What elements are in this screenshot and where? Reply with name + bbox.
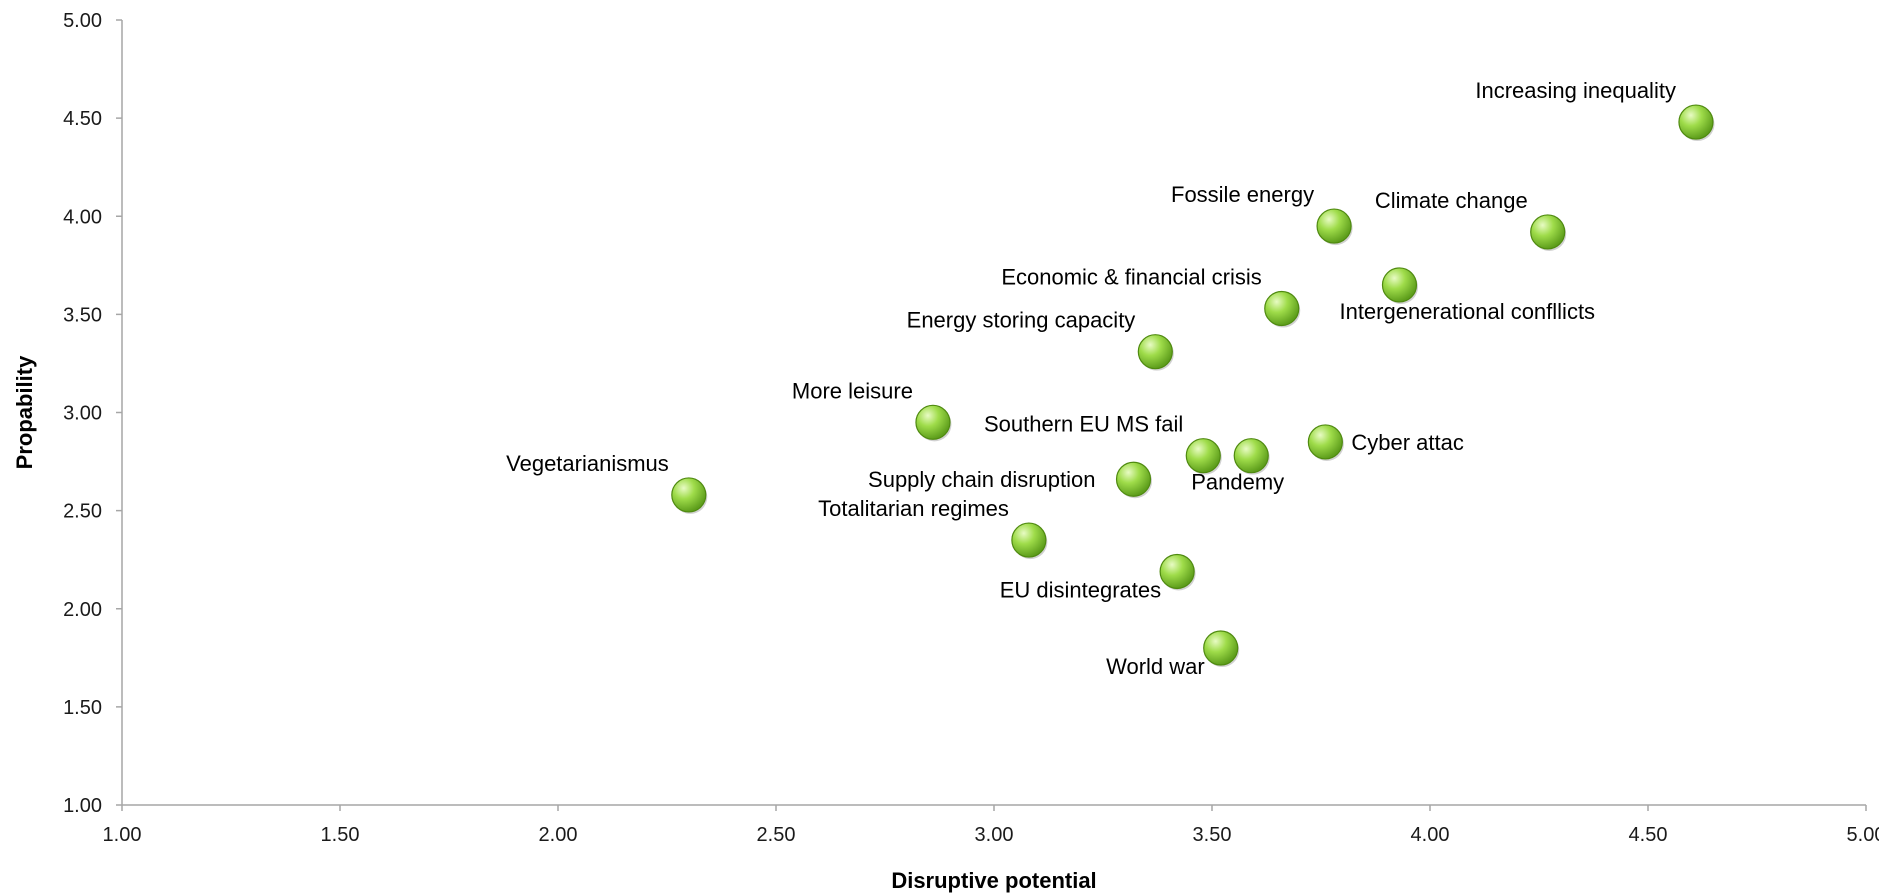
data-points [671,104,1715,667]
y-tick-label: 1.50 [63,697,102,719]
data-point [1011,522,1047,558]
data-label: World war [1106,654,1205,679]
x-tick-label: 1.50 [321,824,360,846]
data-point [1381,267,1418,303]
data-point [1159,553,1195,590]
y-tick-label: 4.00 [63,206,102,228]
x-tick-label: 3.50 [1193,824,1232,846]
y-tick-label: 2.50 [63,501,102,523]
y-tick-label: 1.00 [63,795,102,817]
x-tick-label: 5.00 [1847,824,1879,846]
data-point [915,404,951,440]
data-label: Totalitarian regimes [818,496,1009,521]
data-label: Southern EU MS fail [984,412,1183,437]
data-label: Climate change [1375,188,1528,213]
y-tick-label: 4.50 [63,108,102,130]
x-tick-label: 2.00 [539,824,578,846]
data-point [1264,290,1300,327]
data-label: Economic & financial crisis [1001,264,1261,289]
y-tick-label: 2.00 [63,599,102,621]
x-tick-label: 3.00 [975,824,1014,846]
data-labels: Increasing inequality Climate change Fossi… [506,78,1676,679]
y-tick-label: 5.00 [63,10,102,32]
x-axis-ticks: 1.00 1.50 2.00 2.50 3.00 3.50 4.00 4.50 5.00 [103,805,1879,846]
data-label: Increasing inequality [1475,78,1676,103]
data-point [1203,630,1239,666]
data-point [1233,438,1269,474]
data-point [1316,208,1352,244]
data-point [1530,214,1566,250]
data-label: Vegetarianismus [506,451,669,476]
data-label: EU disintegrates [1000,577,1161,602]
y-axis-title: Propability [12,355,37,469]
data-label: Intergenerational confllicts [1339,299,1595,324]
data-point [671,477,707,513]
data-label: Energy storing capacity [907,308,1136,333]
data-point [1185,438,1221,474]
y-tick-label: 3.00 [63,403,102,425]
data-point [1137,334,1173,370]
data-point [1307,424,1343,460]
x-tick-label: 4.50 [1629,824,1668,846]
x-tick-label: 2.50 [757,824,796,846]
data-point [1678,104,1714,140]
x-tick-label: 1.00 [103,824,142,846]
data-point [1115,461,1152,497]
data-label: More leisure [792,378,913,403]
data-label: Supply chain disruption [868,467,1095,492]
data-label: Pandemy [1191,470,1284,495]
data-label: Fossile energy [1171,182,1314,207]
y-tick-label: 3.50 [63,304,102,326]
x-axis-title: Disruptive potential [891,868,1096,893]
y-axis-ticks: 1.00 1.50 2.00 2.50 3.00 3.50 4.00 4.50 5.00 [63,10,122,817]
x-tick-label: 4.00 [1411,824,1450,846]
data-label: Cyber attac [1351,430,1464,455]
